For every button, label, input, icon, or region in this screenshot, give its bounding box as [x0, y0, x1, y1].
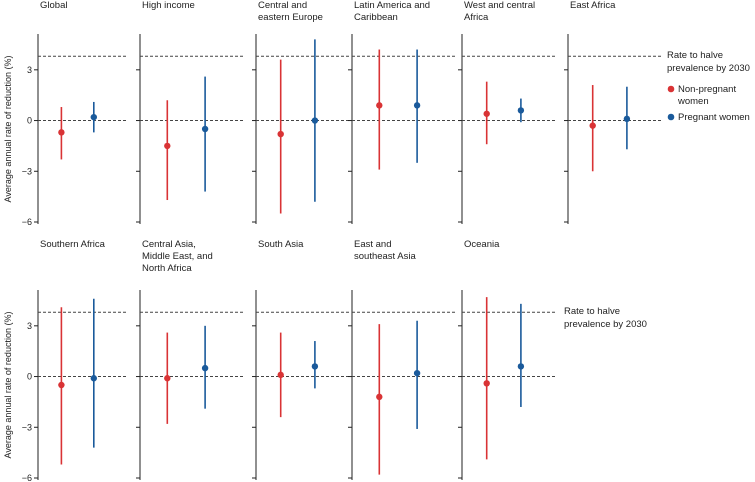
legend-label: Pregnant women	[678, 112, 750, 123]
y-tick-label: −6	[22, 217, 32, 227]
panel-title: Oceania	[464, 239, 500, 250]
pregnant-point	[90, 113, 98, 121]
non-pregnant-point	[376, 393, 383, 401]
panel-2: High income	[136, 0, 245, 224]
pregnant-point	[311, 363, 319, 370]
y-tick-label: −6	[22, 473, 32, 482]
legend-pregnant-marker	[667, 113, 675, 121]
non-pregnant-point	[58, 381, 65, 389]
target-annotation: prevalence by 2030	[564, 319, 647, 330]
panel-title: West and central	[464, 0, 535, 11]
non-pregnant-point	[483, 110, 490, 117]
non-pregnant-point	[58, 129, 65, 136]
y-tick-label: 3	[27, 321, 32, 331]
non-pregnant-point	[277, 371, 284, 379]
non-pregnant-point	[164, 142, 171, 150]
y-tick-label: −3	[22, 166, 32, 176]
pregnant-point	[201, 364, 209, 372]
panel-title: North Africa	[142, 263, 192, 274]
y-tick-label: 0	[27, 116, 32, 126]
panel-title: East and	[354, 239, 392, 250]
panel-title: High income	[142, 0, 195, 11]
panel-title: South Asia	[258, 239, 304, 250]
non-pregnant-point	[376, 102, 383, 109]
panel-9: South Asia	[252, 239, 351, 480]
panel-title: Central Asia,	[142, 239, 196, 250]
legend-label: women	[677, 96, 709, 107]
panel-title: Caribbean	[354, 12, 398, 23]
panel-11: Oceania	[458, 239, 557, 480]
panel-1: Global −6 −3 0 3	[22, 0, 128, 227]
pregnant-point	[517, 107, 525, 114]
panel-title: East Africa	[570, 0, 616, 11]
pregnant-point	[311, 117, 319, 124]
pregnant-point	[201, 125, 209, 133]
non-pregnant-point	[589, 122, 596, 129]
panel-title: Southern Africa	[40, 239, 106, 250]
pregnant-point	[413, 369, 421, 377]
panel-title: Latin America and	[354, 0, 430, 11]
panel-title: Middle East, and	[142, 251, 213, 262]
legend-non-pregnant-marker	[667, 85, 675, 93]
legend-title: Rate to halve	[667, 50, 723, 61]
pregnant-point	[517, 363, 525, 370]
panel-title: Africa	[464, 12, 489, 23]
y-axis-title: Average annual rate of reduction (%)	[3, 56, 13, 203]
legend-label: Non-pregnant	[678, 84, 736, 95]
non-pregnant-point	[164, 375, 171, 382]
y-tick-label: 3	[27, 65, 32, 75]
panel-title: Central and	[258, 0, 307, 11]
panel-6: East Africa	[564, 0, 663, 224]
pregnant-point	[413, 102, 421, 109]
panel-title: eastern Europe	[258, 12, 323, 23]
pregnant-point	[90, 375, 98, 382]
pregnant-point	[623, 115, 631, 123]
y-tick-label: −3	[22, 422, 32, 432]
target-annotation: Rate to halve	[564, 306, 620, 317]
legend-title: prevalence by 2030	[667, 63, 750, 74]
non-pregnant-point	[277, 130, 284, 138]
panel-title: Global	[40, 0, 67, 11]
panel-7: Southern Africa −6 −3 0 3	[22, 239, 128, 482]
y-axis-title: Average annual rate of reduction (%)	[3, 312, 13, 459]
y-tick-label: 0	[27, 372, 32, 382]
non-pregnant-point	[483, 380, 490, 387]
panel-title: southeast Asia	[354, 251, 417, 262]
